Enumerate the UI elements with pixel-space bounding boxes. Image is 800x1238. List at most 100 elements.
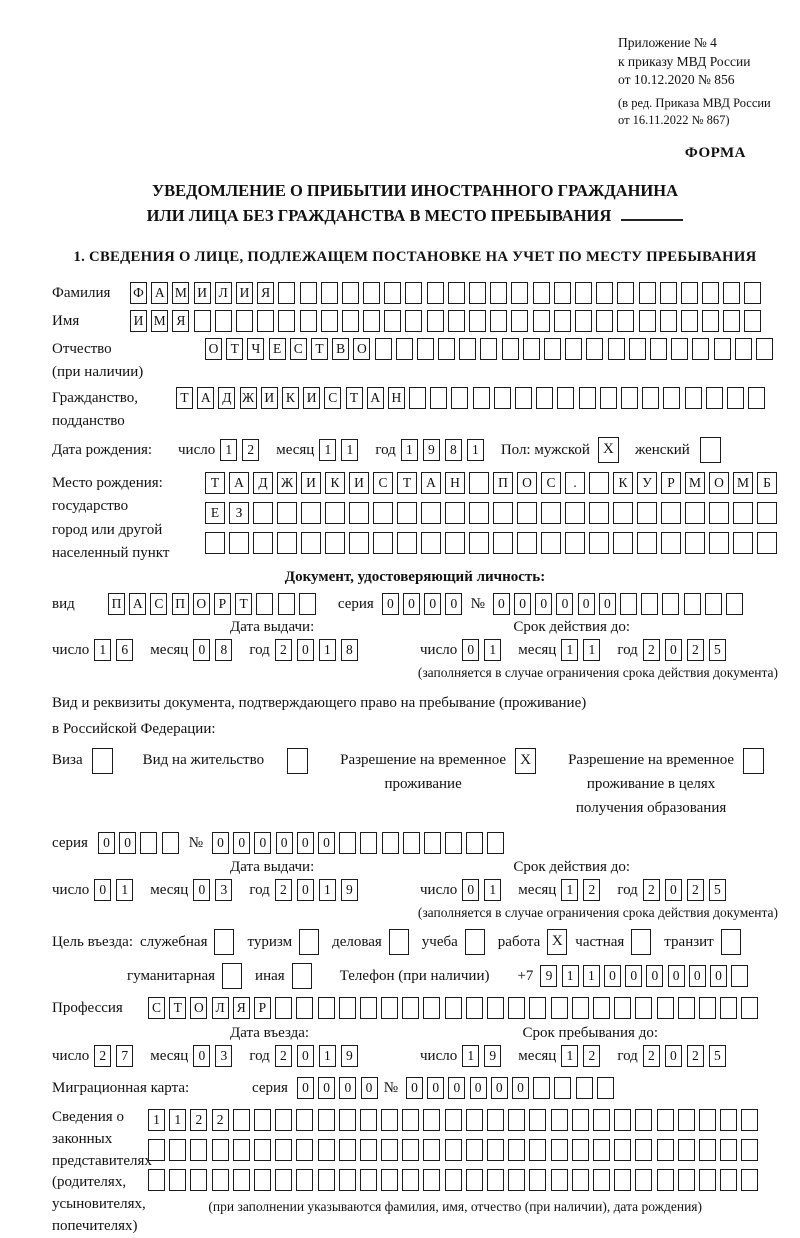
char-cell[interactable]: П <box>493 472 513 494</box>
char-cell[interactable] <box>550 1169 568 1191</box>
char-cell[interactable] <box>733 502 753 524</box>
char-cell[interactable] <box>447 310 465 332</box>
char-cell[interactable] <box>487 832 505 854</box>
char-cell[interactable] <box>617 282 635 304</box>
char-cell[interactable]: 1 <box>318 639 336 661</box>
char-cell[interactable]: 1 <box>94 639 112 661</box>
char-cell[interactable]: Т <box>310 338 328 360</box>
char-cell[interactable] <box>661 502 681 524</box>
char-cell[interactable]: 0 <box>664 639 682 661</box>
char-cell[interactable] <box>720 1109 738 1131</box>
char-cell[interactable] <box>723 310 741 332</box>
char-cell[interactable]: 9 <box>484 1045 502 1067</box>
char-cell[interactable]: О <box>353 338 371 360</box>
char-cell[interactable]: 2 <box>274 1045 292 1067</box>
char-cell[interactable] <box>490 310 508 332</box>
char-cell[interactable]: С <box>324 386 342 409</box>
char-cell[interactable]: О <box>190 997 208 1019</box>
char-cell[interactable]: 0 <box>296 639 314 661</box>
char-cell[interactable] <box>374 338 392 360</box>
char-cell[interactable] <box>451 386 469 409</box>
char-cell[interactable] <box>677 1169 695 1191</box>
char-cell[interactable]: С <box>150 593 168 615</box>
purpose-work-checkbox[interactable]: X <box>547 929 568 955</box>
temp-residence-checkbox[interactable]: X <box>515 748 537 774</box>
char-cell[interactable] <box>299 310 317 332</box>
char-cell[interactable] <box>253 502 273 524</box>
char-cell[interactable]: 2 <box>274 639 292 661</box>
char-cell[interactable] <box>529 1109 547 1131</box>
char-cell[interactable]: Ж <box>239 386 257 409</box>
char-cell[interactable] <box>205 532 225 554</box>
char-cell[interactable]: 0 <box>254 832 272 854</box>
char-cell[interactable] <box>338 1139 356 1161</box>
char-cell[interactable]: П <box>171 593 189 615</box>
char-cell[interactable] <box>533 1077 551 1099</box>
char-cell[interactable] <box>469 282 486 304</box>
char-cell[interactable] <box>232 1139 250 1161</box>
purpose-business-checkbox[interactable] <box>388 929 409 955</box>
char-cell[interactable]: С <box>373 472 393 494</box>
char-cell[interactable] <box>277 532 297 554</box>
char-cell[interactable] <box>550 997 568 1019</box>
char-cell[interactable] <box>235 310 253 332</box>
char-cell[interactable] <box>341 282 359 304</box>
char-cell[interactable] <box>296 1169 314 1191</box>
char-cell[interactable] <box>229 532 249 554</box>
char-cell[interactable] <box>296 997 314 1019</box>
char-cell[interactable]: О <box>192 593 210 615</box>
char-cell[interactable] <box>529 1139 547 1161</box>
char-cell[interactable] <box>757 532 777 554</box>
char-cell[interactable]: 0 <box>646 965 664 987</box>
char-cell[interactable] <box>253 532 273 554</box>
char-cell[interactable] <box>421 532 441 554</box>
char-cell[interactable]: 0 <box>296 879 314 901</box>
char-cell[interactable] <box>656 1169 674 1191</box>
char-cell[interactable] <box>317 1109 335 1131</box>
char-cell[interactable]: Р <box>253 997 271 1019</box>
char-cell[interactable] <box>614 1169 632 1191</box>
char-cell[interactable] <box>447 282 465 304</box>
char-cell[interactable] <box>522 338 540 360</box>
char-cell[interactable] <box>325 502 345 524</box>
char-cell[interactable] <box>465 1169 483 1191</box>
char-cell[interactable] <box>299 282 317 304</box>
char-cell[interactable] <box>277 502 297 524</box>
char-cell[interactable] <box>278 282 296 304</box>
char-cell[interactable]: Н <box>387 386 405 409</box>
char-cell[interactable]: Е <box>205 502 225 524</box>
char-cell[interactable] <box>589 502 609 524</box>
char-cell[interactable]: 0 <box>514 593 532 615</box>
char-cell[interactable] <box>459 338 477 360</box>
char-cell[interactable] <box>677 1139 695 1161</box>
char-cell[interactable]: 0 <box>511 1077 529 1099</box>
char-cell[interactable] <box>589 472 609 494</box>
char-cell[interactable] <box>405 310 423 332</box>
char-cell[interactable] <box>744 310 762 332</box>
char-cell[interactable] <box>565 532 585 554</box>
char-cell[interactable]: С <box>148 997 165 1019</box>
char-cell[interactable]: 6 <box>116 639 134 661</box>
char-cell[interactable]: Р <box>661 472 681 494</box>
char-cell[interactable]: О <box>517 472 537 494</box>
char-cell[interactable]: 0 <box>469 1077 487 1099</box>
char-cell[interactable] <box>349 502 369 524</box>
char-cell[interactable]: В <box>332 338 350 360</box>
char-cell[interactable] <box>529 1169 547 1191</box>
char-cell[interactable]: 1 <box>583 639 601 661</box>
char-cell[interactable] <box>656 1109 674 1131</box>
char-cell[interactable]: У <box>637 472 657 494</box>
char-cell[interactable] <box>190 1139 208 1161</box>
char-cell[interactable] <box>487 997 504 1019</box>
char-cell[interactable]: К <box>281 386 299 409</box>
char-cell[interactable] <box>214 310 232 332</box>
char-cell[interactable]: Н <box>445 472 465 494</box>
char-cell[interactable] <box>596 282 614 304</box>
char-cell[interactable]: О <box>205 338 222 360</box>
char-cell[interactable] <box>720 1169 738 1191</box>
char-cell[interactable] <box>661 532 681 554</box>
char-cell[interactable] <box>359 1139 377 1161</box>
char-cell[interactable] <box>445 832 463 854</box>
char-cell[interactable] <box>592 1109 610 1131</box>
char-cell[interactable]: 5 <box>708 879 726 901</box>
